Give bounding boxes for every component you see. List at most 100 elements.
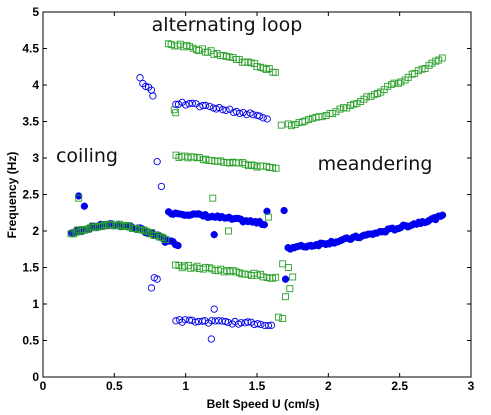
data-point: [249, 110, 257, 119]
data-point: [187, 264, 194, 272]
data-point: [210, 231, 218, 239]
data-point: [414, 67, 422, 75]
annotation-coiling: coiling: [56, 145, 118, 167]
data-point: [99, 222, 106, 230]
data-point: [186, 43, 194, 51]
x-tick-label: 3: [468, 379, 475, 393]
data-point: [301, 117, 309, 125]
data-point: [257, 320, 265, 329]
data-point: [289, 273, 297, 281]
data-point: [281, 275, 290, 283]
tick-labels: 0 0.5 1 1.5 2 2.5 3 0 0.5 1 1.5 2 2.5 3 3.5 4 4.5 5: [22, 5, 474, 393]
data-point: [201, 101, 210, 110]
data-point: [395, 79, 402, 87]
data-point: [267, 321, 276, 329]
data-point: [210, 305, 218, 313]
y-tick-label: 0.5: [22, 334, 39, 348]
data-point: [259, 114, 267, 122]
data-point: [287, 122, 295, 130]
data-point: [284, 264, 292, 271]
data-point: [248, 161, 256, 169]
data-point: [225, 227, 232, 235]
data-point: [153, 275, 161, 283]
data-point: [207, 335, 215, 343]
y-tick-label: 4: [32, 78, 39, 92]
data-point: [259, 273, 267, 281]
annotation-alternating-loop: alternating loop: [152, 14, 303, 36]
x-tick-label: 2: [325, 379, 332, 393]
data-point: [96, 222, 104, 230]
data-point: [279, 260, 287, 268]
data-point: [181, 316, 189, 324]
data-point: [322, 112, 330, 119]
data-point: [397, 78, 405, 86]
data-point: [438, 211, 447, 219]
data-point: [269, 68, 277, 76]
y-tick-label: 4.5: [22, 42, 39, 56]
data-point: [318, 113, 326, 121]
data-point: [200, 156, 207, 164]
data-point: [247, 59, 255, 67]
data-point: [260, 221, 268, 229]
data-point: [211, 317, 219, 325]
data-point: [279, 315, 287, 323]
data-point: [215, 103, 223, 112]
data-point: [282, 293, 289, 301]
data-point: [116, 220, 124, 228]
data-point: [208, 317, 216, 325]
data-point: [280, 206, 288, 215]
data-point: [172, 100, 180, 108]
data-point: [153, 157, 161, 166]
data-point: [206, 102, 214, 111]
data-point: [236, 269, 243, 277]
data-point: [353, 99, 361, 107]
data-point: [274, 313, 282, 321]
data-point: [286, 285, 294, 293]
data-point: [438, 54, 446, 62]
x-tick-label: 0: [40, 379, 47, 393]
data-point: [264, 321, 273, 330]
data-point: [343, 104, 351, 112]
data-point: [390, 79, 398, 87]
data-point: [174, 241, 182, 250]
data-point: [263, 207, 271, 215]
data-point: [75, 192, 83, 200]
data-point: [224, 318, 232, 327]
data-point: [225, 53, 233, 61]
data-point: [253, 63, 261, 71]
data-point: [264, 213, 272, 221]
x-tick-label: 2.5: [391, 379, 408, 393]
data-point: [191, 318, 200, 326]
data-point: [259, 162, 267, 170]
data-point: [265, 65, 273, 72]
data-point: [182, 101, 190, 109]
y-axis-label: Frequency (Hz): [5, 152, 19, 239]
data-point: [223, 159, 231, 167]
data-point: [271, 68, 279, 76]
data-point: [209, 104, 218, 112]
data-point: [235, 109, 244, 118]
axes: [42, 11, 472, 378]
data-points: [67, 40, 447, 343]
data-point: [336, 105, 344, 113]
x-tick-label: 0.5: [106, 379, 123, 393]
data-point: [147, 284, 156, 292]
data-point: [244, 318, 252, 326]
data-point: [149, 92, 157, 100]
data-point: [305, 115, 313, 123]
data-point: [237, 319, 245, 327]
y-tick-label: 1: [32, 297, 39, 311]
data-point: [377, 88, 385, 96]
data-point: [228, 320, 236, 328]
data-point: [214, 317, 223, 325]
x-axis-label: Belt Speed U (cm/s): [207, 397, 320, 411]
data-point: [202, 263, 209, 271]
data-point: [254, 320, 262, 328]
data-point: [157, 182, 166, 191]
data-point: [272, 273, 280, 281]
data-point: [188, 99, 196, 107]
data-point: [256, 112, 264, 120]
data-point: [80, 226, 87, 234]
data-point: [435, 56, 443, 64]
data-point: [291, 120, 299, 128]
